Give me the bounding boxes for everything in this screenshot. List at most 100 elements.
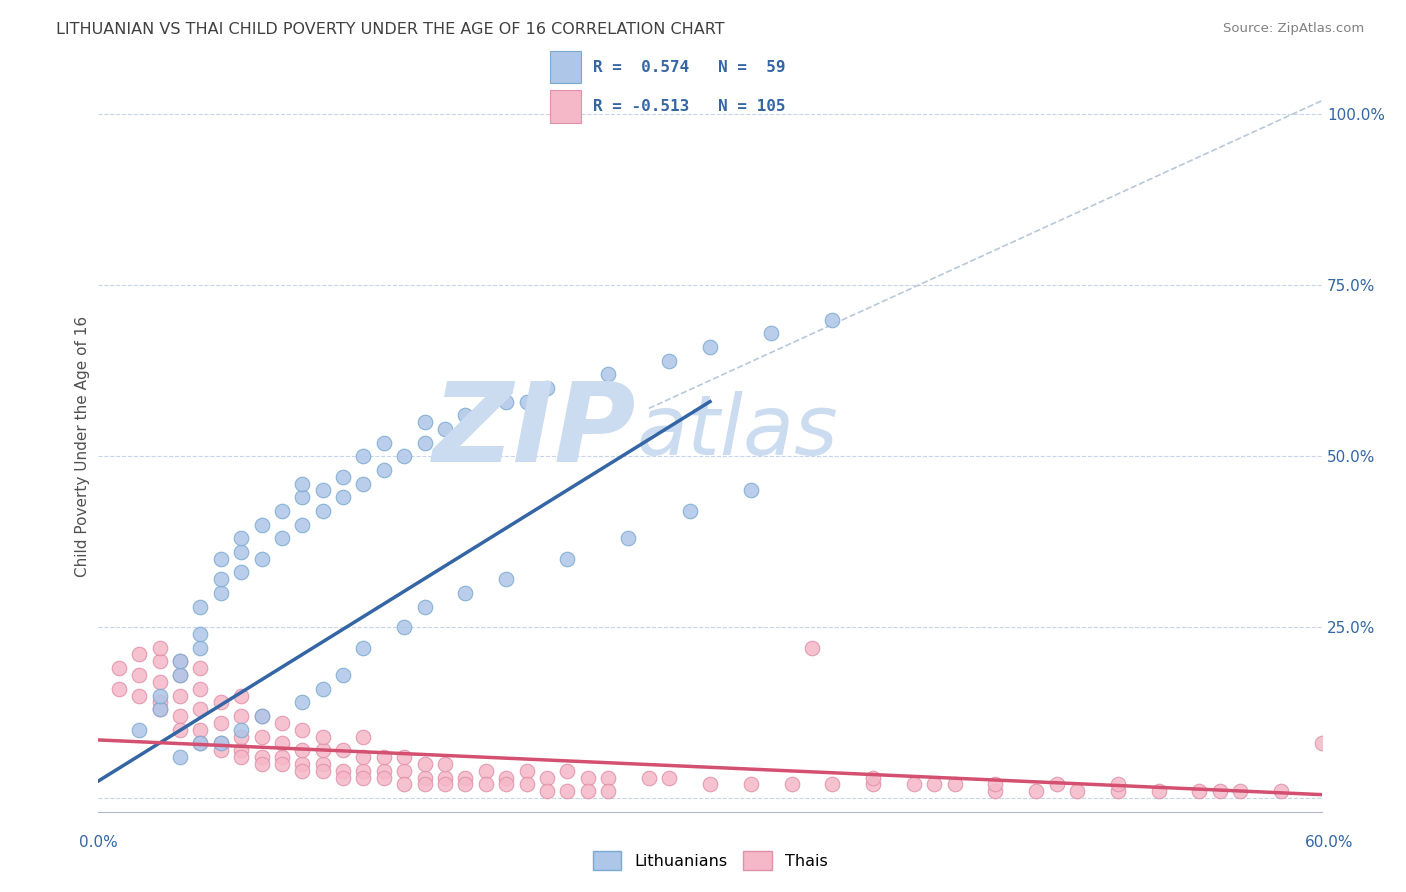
Point — [352, 730, 374, 744]
Point — [231, 743, 253, 757]
Point — [617, 531, 640, 545]
Bar — [550, 90, 581, 122]
Point — [761, 326, 783, 341]
Point — [576, 784, 599, 798]
Point — [169, 654, 191, 668]
Point — [312, 681, 335, 696]
Point — [373, 750, 395, 764]
Point — [434, 422, 457, 436]
Point — [169, 723, 191, 737]
Point — [231, 531, 253, 545]
Point — [536, 784, 558, 798]
Point — [598, 771, 620, 785]
Point — [332, 469, 354, 483]
Point — [454, 771, 477, 785]
Text: LITHUANIAN VS THAI CHILD POVERTY UNDER THE AGE OF 16 CORRELATION CHART: LITHUANIAN VS THAI CHILD POVERTY UNDER T… — [56, 22, 725, 37]
Point — [209, 736, 232, 750]
Point — [312, 743, 335, 757]
Point — [1107, 784, 1129, 798]
Point — [434, 756, 457, 771]
Point — [352, 640, 374, 655]
Point — [291, 695, 314, 709]
Point — [454, 586, 477, 600]
Point — [1147, 784, 1170, 798]
Point — [392, 750, 416, 764]
Point — [536, 381, 558, 395]
Point — [169, 654, 191, 668]
Point — [188, 661, 212, 675]
Point — [1066, 784, 1088, 798]
Point — [250, 750, 273, 764]
Point — [332, 490, 354, 504]
Point — [1107, 777, 1129, 791]
Point — [658, 771, 681, 785]
Point — [740, 483, 762, 498]
Point — [984, 777, 1007, 791]
Point — [128, 668, 150, 682]
Point — [128, 689, 150, 703]
Point — [516, 394, 538, 409]
Point — [128, 648, 150, 662]
Point — [169, 750, 191, 764]
Point — [495, 572, 517, 586]
Point — [108, 681, 131, 696]
Point — [250, 730, 273, 744]
Point — [169, 709, 191, 723]
Point — [598, 784, 620, 798]
Point — [557, 784, 579, 798]
Point — [291, 517, 314, 532]
Point — [862, 777, 884, 791]
Point — [108, 661, 131, 675]
Point — [188, 627, 212, 641]
Point — [516, 764, 538, 778]
Point — [576, 771, 599, 785]
Point — [332, 743, 354, 757]
Point — [536, 771, 558, 785]
Point — [557, 764, 579, 778]
Point — [250, 709, 273, 723]
Point — [270, 715, 294, 730]
Point — [413, 435, 436, 450]
Point — [270, 756, 294, 771]
Point — [352, 764, 374, 778]
Point — [474, 764, 498, 778]
Point — [209, 572, 232, 586]
Point — [801, 640, 824, 655]
Point — [740, 777, 762, 791]
Point — [270, 750, 294, 764]
Text: atlas: atlas — [637, 391, 838, 472]
Point — [231, 566, 253, 580]
Point — [862, 771, 884, 785]
Point — [270, 531, 294, 545]
Y-axis label: Child Poverty Under the Age of 16: Child Poverty Under the Age of 16 — [75, 316, 90, 576]
Point — [149, 702, 172, 716]
Text: 0.0%: 0.0% — [79, 836, 118, 850]
Point — [188, 723, 212, 737]
Point — [188, 599, 212, 614]
Point — [231, 689, 253, 703]
Text: Source: ZipAtlas.com: Source: ZipAtlas.com — [1223, 22, 1364, 36]
Legend: Lithuanians, Thais: Lithuanians, Thais — [586, 845, 834, 877]
Point — [413, 756, 436, 771]
Point — [312, 483, 335, 498]
Bar — [550, 51, 581, 83]
Point — [250, 551, 273, 566]
Point — [149, 674, 172, 689]
Point — [943, 777, 966, 791]
Point — [332, 668, 354, 682]
Point — [780, 777, 803, 791]
Point — [821, 777, 844, 791]
Point — [209, 715, 232, 730]
Point — [495, 394, 517, 409]
Point — [169, 668, 191, 682]
Point — [392, 449, 416, 463]
Point — [209, 695, 232, 709]
Point — [149, 654, 172, 668]
Point — [231, 730, 253, 744]
Point — [474, 777, 498, 791]
Point — [922, 777, 945, 791]
Point — [1045, 777, 1069, 791]
Point — [413, 777, 436, 791]
Point — [188, 736, 212, 750]
Point — [373, 463, 395, 477]
